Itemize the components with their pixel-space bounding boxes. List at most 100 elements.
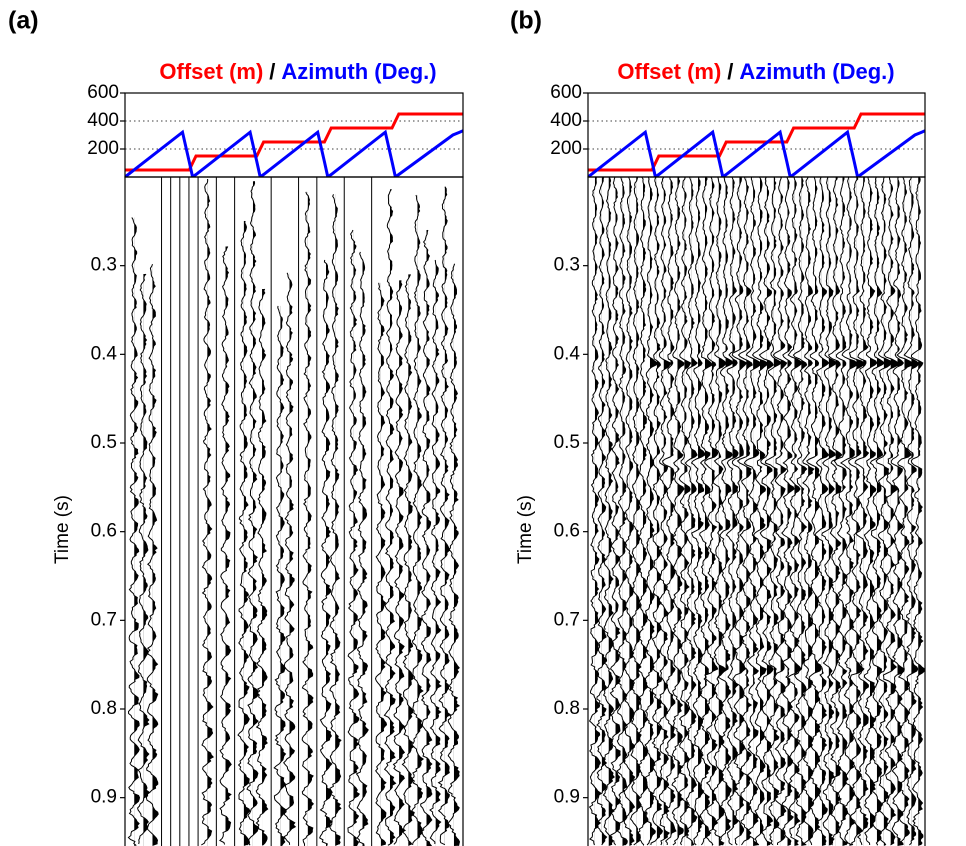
seismic-trace [731, 177, 748, 846]
seismic-trace [283, 272, 297, 845]
title-separator: / [727, 59, 733, 84]
trace-fill [904, 183, 913, 838]
seismic-trace [736, 177, 753, 846]
seismic-trace [802, 177, 815, 845]
trace-fill [801, 177, 807, 846]
seismic-trace [145, 264, 159, 845]
panel-label: (b) [510, 7, 542, 35]
seismic-trace [814, 177, 830, 846]
seismic-trace [643, 177, 659, 846]
series-line [125, 112, 463, 172]
seismic-traces [127, 177, 461, 846]
trace-fill [243, 220, 250, 846]
y-tick-label: 0.6 [91, 521, 117, 542]
trace-fill [289, 279, 296, 846]
panel-label: (a) [8, 7, 39, 35]
trace-fill [663, 177, 671, 840]
y-tick-label: 400 [87, 110, 119, 131]
seismic-trace [201, 178, 215, 846]
y-tick-label: 600 [550, 82, 582, 103]
trace-fill [918, 177, 925, 846]
seismic-trace [127, 217, 141, 846]
seismic-trace [699, 177, 713, 846]
seismic-trace [623, 177, 636, 846]
y-axis-label: Time (s) [52, 495, 73, 564]
seismic-trace [772, 177, 788, 846]
seismic-trace [712, 177, 727, 846]
seismic-trace [410, 194, 425, 846]
trace-fill [307, 191, 314, 846]
legend-entry: Offset (m) [617, 59, 721, 84]
trace-fill [417, 201, 424, 839]
seismic-trace [374, 282, 388, 845]
seismic-trace [678, 177, 692, 846]
seismic-trace [319, 259, 333, 846]
seismic-trace [806, 177, 822, 846]
seismic-trace [758, 177, 774, 846]
trace-fill [280, 315, 287, 846]
seismic-trace [636, 177, 649, 846]
trace-fill [842, 177, 848, 846]
seismic-trace [751, 177, 769, 846]
trace-fill [353, 240, 360, 846]
seismic-traces [588, 177, 925, 846]
seismic-trace [328, 194, 342, 845]
trace-fill [849, 177, 857, 846]
y-tick-label: 400 [550, 110, 582, 131]
seismic-trace [821, 177, 838, 846]
series-line [588, 112, 925, 172]
trace-fill [814, 179, 822, 832]
legend-entry: Azimuth (Deg.) [281, 59, 436, 84]
seismic-trace [609, 177, 622, 846]
trace-fill [435, 260, 441, 846]
legend-entry: Azimuth (Deg.) [739, 59, 894, 84]
title-separator: / [269, 59, 275, 84]
trace-fill [677, 177, 684, 839]
seismic-trace [764, 177, 783, 846]
seismic-trace [854, 177, 870, 846]
trace-fill [252, 181, 259, 846]
trace-fill [684, 177, 691, 846]
seismic-trace [690, 177, 706, 846]
trace-fill [389, 189, 396, 846]
trace-fill [753, 186, 761, 846]
seismic-trace [437, 186, 452, 846]
trace-fill [335, 203, 341, 846]
y-tick-label: 0.3 [554, 255, 580, 276]
trace-fill [262, 289, 268, 846]
seismic-trace [301, 191, 315, 846]
trace-fill [134, 223, 140, 846]
chart-title: Offset (m) / Azimuth (Deg.) [617, 59, 894, 84]
trace-fill [453, 263, 460, 846]
seismic-trace [419, 229, 433, 846]
trace-fill [649, 177, 658, 846]
seismic-trace [237, 220, 251, 846]
seismic-trace [875, 177, 893, 846]
seismic-trace [869, 177, 886, 846]
seismic-trace [896, 177, 914, 846]
seismic-trace [347, 229, 361, 846]
trace-fill [643, 178, 648, 846]
seismic-trace [383, 189, 397, 846]
legend-entry: Offset (m) [159, 59, 263, 84]
trace-fill [835, 177, 842, 846]
plot-frame [587, 176, 926, 846]
y-tick-label: 0.5 [554, 432, 580, 453]
trace-fill [601, 177, 607, 845]
seismic-trace [273, 305, 287, 846]
seismic-trace [595, 177, 608, 846]
y-tick-label: 200 [550, 138, 582, 159]
trace-fill [399, 280, 406, 837]
seismic-trace [602, 177, 616, 846]
seismic-trace [833, 177, 849, 846]
trace-fill [380, 282, 387, 846]
trace-fill [426, 229, 432, 846]
trace-fill [773, 177, 782, 846]
seismic-trace [245, 181, 260, 846]
seismic-trace [890, 177, 905, 846]
trace-fill [718, 181, 727, 846]
trace-fill [362, 251, 369, 846]
seismic-trace [827, 177, 843, 846]
trace-fill [608, 177, 615, 846]
